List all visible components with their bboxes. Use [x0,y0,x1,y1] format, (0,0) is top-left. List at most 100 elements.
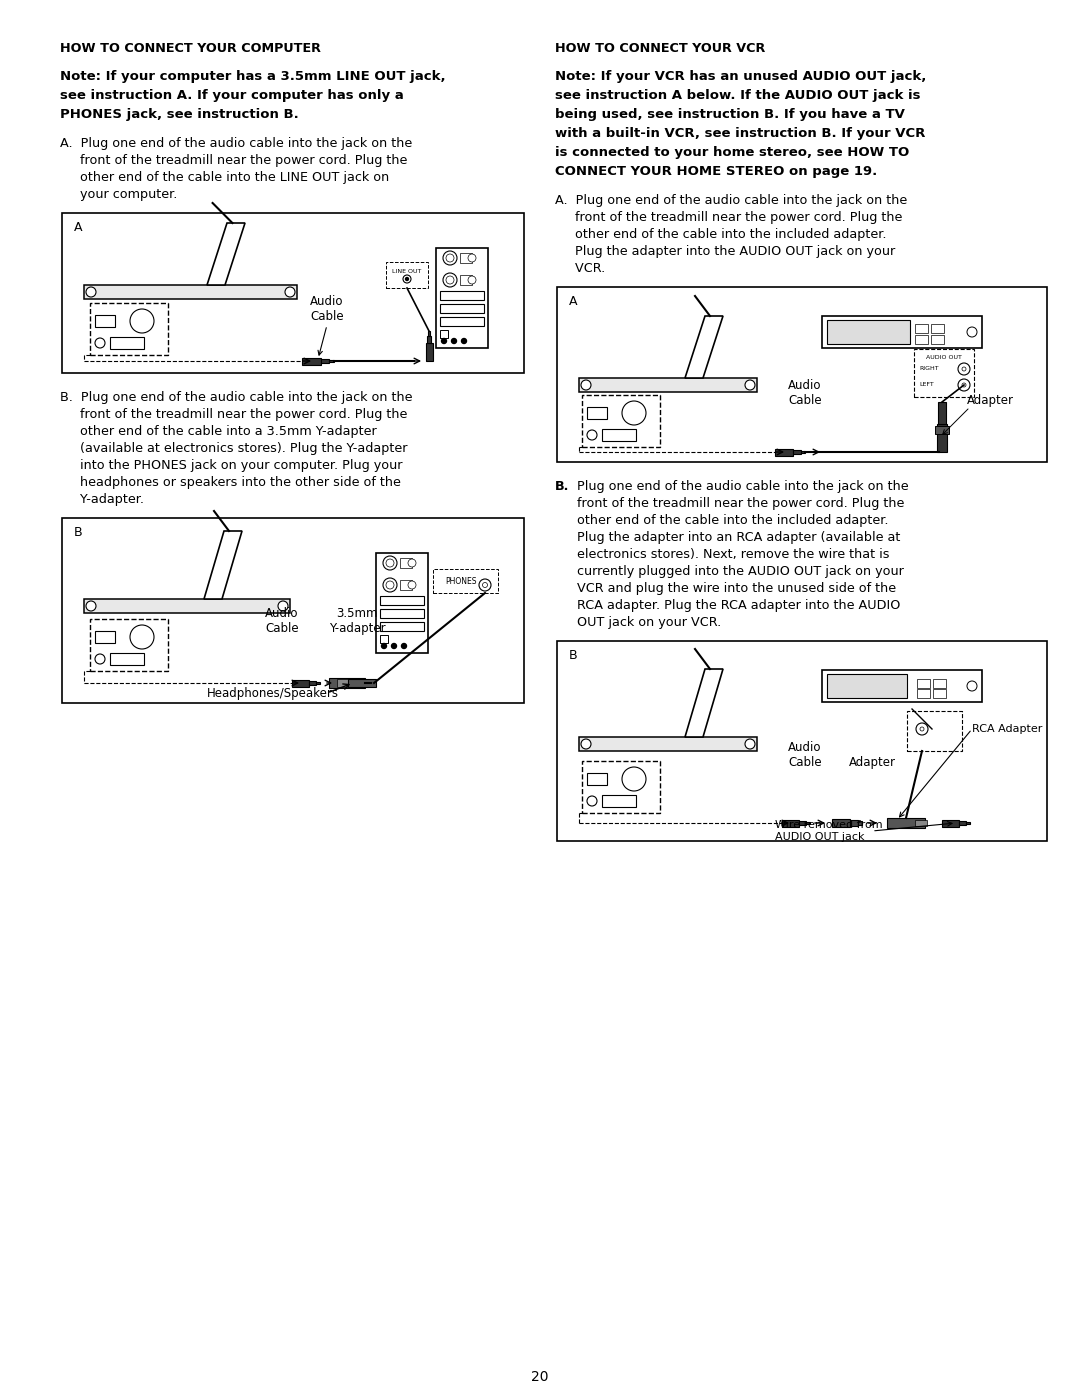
Bar [931,335,944,344]
Circle shape [920,726,924,731]
Bar [915,335,928,344]
Circle shape [745,739,755,749]
Circle shape [442,338,446,344]
Bar [937,425,947,453]
Circle shape [386,581,394,590]
Circle shape [408,581,416,590]
Text: (available at electronics stores). Plug the Y-adapter: (available at electronics stores). Plug … [60,441,407,455]
Text: B: B [75,527,83,539]
Bar [858,821,862,824]
Bar [321,359,329,363]
Bar [827,320,910,344]
Bar [329,359,334,362]
Text: CONNECT YOUR HOME STEREO on page 19.: CONNECT YOUR HOME STEREO on page 19. [555,165,877,177]
Bar [460,275,472,285]
Circle shape [958,363,970,374]
Circle shape [483,583,487,588]
Circle shape [383,578,397,592]
Bar [400,580,411,590]
Text: A: A [569,295,578,307]
Text: into the PHONES jack on your computer. Plug your: into the PHONES jack on your computer. P… [60,460,403,472]
Text: see instruction A below. If the AUDIO OUT jack is: see instruction A below. If the AUDIO OU… [555,89,920,102]
Bar [440,317,484,326]
Bar [440,305,484,313]
Bar [440,291,484,300]
Text: B.  Plug one end of the audio cable into the jack on the: B. Plug one end of the audio cable into … [60,391,413,404]
Text: Adapter: Adapter [849,756,895,768]
Bar [799,820,806,826]
Bar [887,819,924,828]
Circle shape [581,380,591,390]
Circle shape [86,286,96,298]
Text: front of the treadmill near the power cord. Plug the: front of the treadmill near the power co… [60,154,407,168]
Bar [582,761,660,813]
Bar [827,673,907,698]
Text: front of the treadmill near the power cord. Plug the: front of the treadmill near the power co… [555,211,903,224]
Circle shape [446,254,454,263]
Circle shape [383,556,397,570]
Bar [84,285,297,299]
Bar [782,820,799,827]
Polygon shape [685,316,723,379]
Circle shape [386,559,394,567]
Bar [822,671,982,703]
Circle shape [130,624,154,650]
Bar [917,689,930,698]
Text: see instruction A. If your computer has only a: see instruction A. If your computer has … [60,89,404,102]
Bar [90,303,168,355]
Text: VCR and plug the wire into the unused side of the: VCR and plug the wire into the unused si… [577,583,896,595]
Bar [793,450,800,454]
Bar [337,679,357,687]
Polygon shape [685,669,723,738]
Text: other end of the cable into a 3.5mm Y-adapter: other end of the cable into a 3.5mm Y-ad… [60,425,377,439]
Circle shape [468,277,476,284]
Bar [62,518,524,703]
Bar [933,689,946,698]
Text: A.  Plug one end of the audio cable into the jack on the: A. Plug one end of the audio cable into … [60,137,413,149]
Bar [315,682,320,685]
Text: Y-adapter.: Y-adapter. [60,493,144,506]
Text: other end of the cable into the included adapter.: other end of the cable into the included… [555,228,887,242]
Bar [460,253,472,263]
Bar [110,652,144,665]
Bar [939,402,946,425]
Bar [557,286,1047,462]
Bar [931,324,944,332]
Text: front of the treadmill near the power cord. Plug the: front of the treadmill near the power co… [577,497,904,510]
Bar [380,622,424,631]
Bar [436,249,488,348]
Bar [966,821,970,824]
Circle shape [967,327,977,337]
Text: Audio
Cable: Audio Cable [788,740,822,768]
Circle shape [480,578,491,591]
Text: LINE OUT: LINE OUT [392,270,421,274]
Text: Headphones/Speakers: Headphones/Speakers [207,686,339,700]
Bar [832,819,850,827]
Circle shape [130,309,154,332]
Bar [602,795,636,807]
Circle shape [95,654,105,664]
Bar [775,448,793,455]
Bar [433,569,498,592]
Circle shape [402,644,406,648]
Text: PHONES: PHONES [445,577,476,585]
Bar [935,426,949,434]
Bar [579,379,757,393]
Text: other end of the cable into the included adapter.: other end of the cable into the included… [577,514,889,527]
Text: is connected to your home stereo, see HOW TO: is connected to your home stereo, see HO… [555,147,909,159]
Bar [440,330,448,338]
Bar [380,609,424,617]
Bar [914,349,974,397]
Text: HOW TO CONNECT YOUR COMPUTER: HOW TO CONNECT YOUR COMPUTER [60,42,321,54]
Bar [400,557,411,569]
Circle shape [468,254,476,263]
Circle shape [381,644,387,648]
Text: headphones or speakers into the other side of the: headphones or speakers into the other si… [60,476,401,489]
Text: with a built-in VCR, see instruction B. If your VCR: with a built-in VCR, see instruction B. … [555,127,926,140]
Circle shape [461,338,467,344]
Circle shape [622,767,646,791]
Bar [426,344,432,360]
Bar [90,619,168,671]
Circle shape [405,278,408,281]
Text: being used, see instruction B. If you have a TV: being used, see instruction B. If you ha… [555,108,905,122]
